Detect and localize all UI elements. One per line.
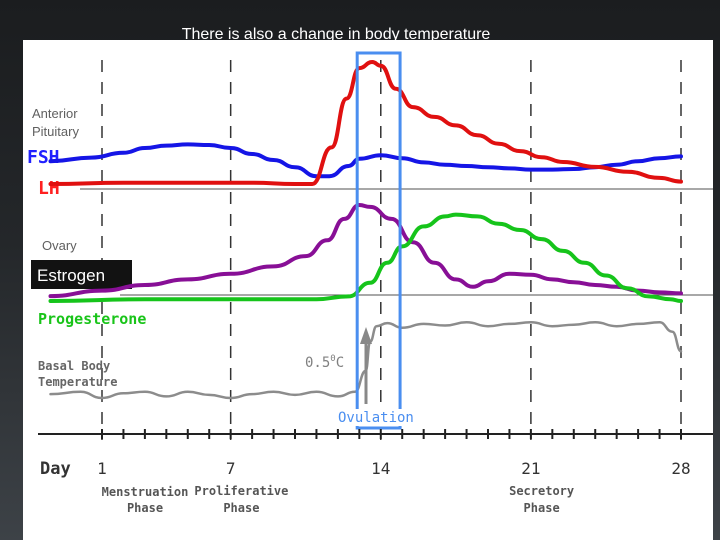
x-axis-label: Day bbox=[40, 459, 71, 479]
secretory-phase-label-line2: Phase bbox=[524, 501, 560, 515]
ovulation-window bbox=[355, 51, 402, 430]
anterior-pituitary-label-line1: Anterior bbox=[32, 106, 78, 121]
temp-rise-arrow-head bbox=[360, 327, 372, 344]
estrogen-label-box bbox=[31, 260, 132, 289]
ovulation-label-bg bbox=[336, 409, 428, 426]
progesterone-series-line bbox=[48, 212, 683, 303]
x-tick-label-21: 21 bbox=[521, 459, 540, 478]
x-tick-label-7: 7 bbox=[226, 459, 236, 478]
estrogen-series-label: Estrogen bbox=[37, 266, 105, 285]
basal-temp-label-line2: Temperature bbox=[38, 375, 117, 389]
progesterone-series-label: Progesterone bbox=[38, 310, 146, 328]
estrogen-series-line bbox=[48, 203, 683, 299]
fsh-series-line bbox=[48, 142, 683, 179]
basal-body-temperature-series-line bbox=[49, 321, 683, 400]
slide-title: There is also a change in body temperatu… bbox=[181, 26, 491, 43]
plot-background bbox=[23, 40, 713, 540]
x-tick-label-28: 28 bbox=[671, 459, 690, 478]
menstruation-phase-label-line1: Menstruation bbox=[102, 485, 189, 499]
x-tick-label-1: 1 bbox=[97, 459, 107, 478]
ovulation-label: Ovulation bbox=[338, 410, 414, 426]
temp-rise-value: 0.5 bbox=[305, 355, 330, 371]
ovary-label: Ovary bbox=[42, 238, 77, 253]
anterior-pituitary-label-line2: Pituitary bbox=[32, 124, 79, 139]
x-tick-label-14: 14 bbox=[371, 459, 390, 478]
menstruation-phase-label-line2: Phase bbox=[127, 501, 163, 515]
proliferative-phase-label-line1: Proliferative bbox=[194, 484, 288, 498]
lh-series-label: LH bbox=[38, 178, 60, 199]
basal-temp-label-line1: Basal Body bbox=[38, 359, 110, 373]
series-layer bbox=[48, 60, 683, 400]
temp-rise-unit: C bbox=[336, 355, 344, 371]
proliferative-phase-label-line2: Phase bbox=[223, 501, 259, 515]
day-gridlines bbox=[101, 60, 682, 440]
x-axis-ticks bbox=[101, 429, 682, 439]
secretory-phase-label-line1: Secretory bbox=[509, 484, 574, 498]
fsh-series-label: FSH bbox=[27, 147, 60, 168]
lh-series-line bbox=[48, 60, 683, 186]
temp-rise-degree: 0 bbox=[330, 354, 335, 364]
temp-rise-label: 0.50C bbox=[305, 354, 344, 371]
